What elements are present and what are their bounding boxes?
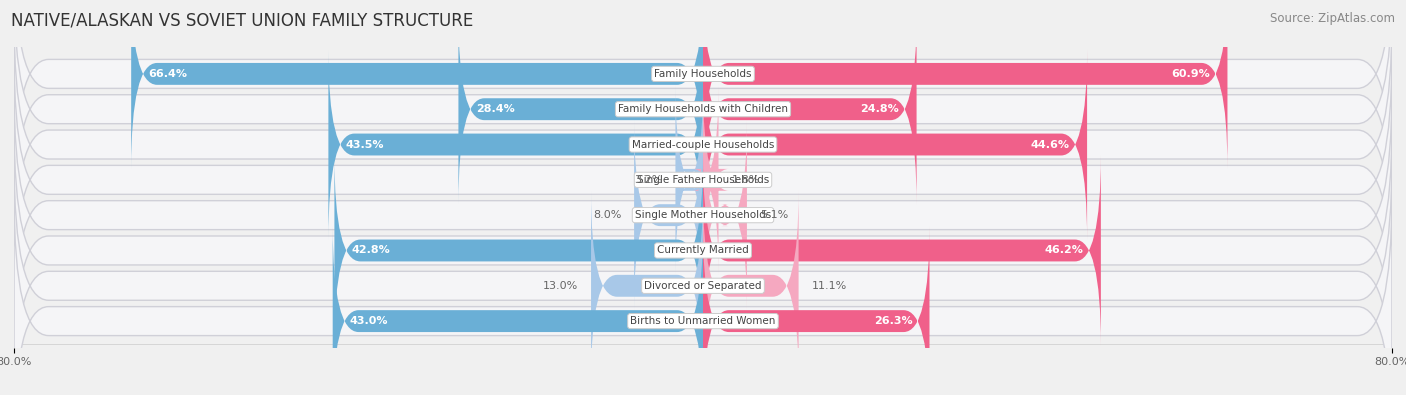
- Text: Divorced or Separated: Divorced or Separated: [644, 281, 762, 291]
- Text: 66.4%: 66.4%: [149, 69, 187, 79]
- Text: 43.5%: 43.5%: [346, 139, 384, 150]
- Text: Currently Married: Currently Married: [657, 245, 749, 256]
- FancyBboxPatch shape: [335, 156, 703, 346]
- Text: 8.0%: 8.0%: [593, 210, 621, 220]
- FancyBboxPatch shape: [591, 191, 703, 381]
- FancyBboxPatch shape: [14, 0, 1392, 236]
- Text: 26.3%: 26.3%: [873, 316, 912, 326]
- Text: Family Households: Family Households: [654, 69, 752, 79]
- Text: 46.2%: 46.2%: [1045, 245, 1084, 256]
- Text: 28.4%: 28.4%: [475, 104, 515, 114]
- Text: 11.1%: 11.1%: [811, 281, 846, 291]
- FancyBboxPatch shape: [703, 120, 747, 310]
- Text: 24.8%: 24.8%: [860, 104, 900, 114]
- Text: 5.1%: 5.1%: [759, 210, 789, 220]
- Text: 3.2%: 3.2%: [634, 175, 662, 185]
- FancyBboxPatch shape: [703, 156, 1101, 346]
- FancyBboxPatch shape: [703, 226, 929, 395]
- FancyBboxPatch shape: [14, 88, 1392, 342]
- FancyBboxPatch shape: [14, 0, 1392, 201]
- FancyBboxPatch shape: [14, 159, 1392, 395]
- Text: 43.0%: 43.0%: [350, 316, 388, 326]
- Text: Married-couple Households: Married-couple Households: [631, 139, 775, 150]
- Text: Family Households with Children: Family Households with Children: [619, 104, 787, 114]
- FancyBboxPatch shape: [14, 18, 1392, 271]
- FancyBboxPatch shape: [14, 124, 1392, 377]
- Text: NATIVE/ALASKAN VS SOVIET UNION FAMILY STRUCTURE: NATIVE/ALASKAN VS SOVIET UNION FAMILY ST…: [11, 12, 474, 30]
- Text: Source: ZipAtlas.com: Source: ZipAtlas.com: [1270, 12, 1395, 25]
- FancyBboxPatch shape: [14, 53, 1392, 307]
- FancyBboxPatch shape: [333, 226, 703, 395]
- FancyBboxPatch shape: [329, 49, 703, 239]
- FancyBboxPatch shape: [703, 0, 1227, 169]
- Text: 13.0%: 13.0%: [543, 281, 578, 291]
- Text: Single Mother Households: Single Mother Households: [636, 210, 770, 220]
- FancyBboxPatch shape: [634, 120, 703, 310]
- FancyBboxPatch shape: [703, 14, 917, 204]
- FancyBboxPatch shape: [458, 14, 703, 204]
- FancyBboxPatch shape: [703, 49, 1087, 239]
- FancyBboxPatch shape: [693, 85, 728, 275]
- Text: 44.6%: 44.6%: [1031, 139, 1070, 150]
- Text: 1.8%: 1.8%: [731, 175, 759, 185]
- FancyBboxPatch shape: [675, 85, 703, 275]
- FancyBboxPatch shape: [14, 194, 1392, 395]
- FancyBboxPatch shape: [131, 0, 703, 169]
- Text: Single Father Households: Single Father Households: [637, 175, 769, 185]
- Text: 42.8%: 42.8%: [352, 245, 391, 256]
- FancyBboxPatch shape: [703, 191, 799, 381]
- Text: Births to Unmarried Women: Births to Unmarried Women: [630, 316, 776, 326]
- Text: 60.9%: 60.9%: [1171, 69, 1211, 79]
